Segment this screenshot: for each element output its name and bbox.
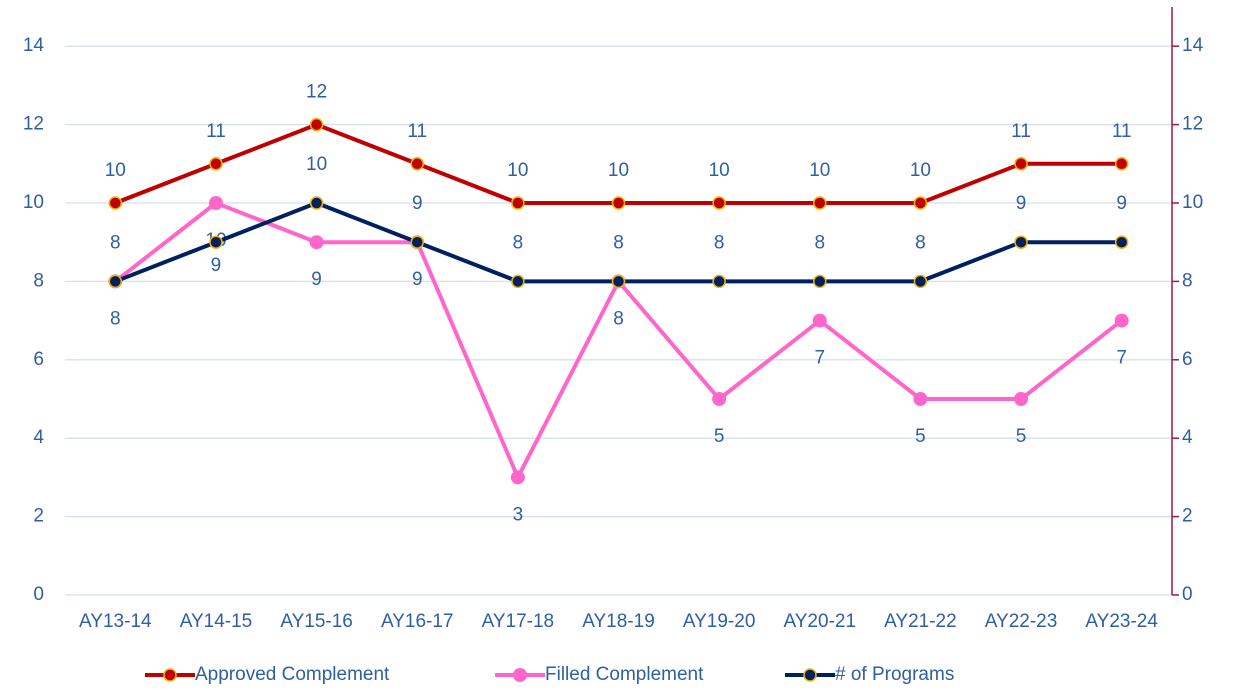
data-label: 11	[407, 121, 427, 142]
marker	[511, 274, 525, 289]
data-label: 9	[1116, 193, 1127, 214]
data-label: 8	[915, 232, 926, 253]
data-label: 8	[814, 232, 825, 253]
data-label: 8	[110, 232, 121, 253]
marker	[712, 392, 727, 406]
x-tick-label: AY19-20	[683, 611, 756, 632]
y-tick-label: 4	[33, 427, 44, 448]
data-label: 5	[915, 426, 926, 447]
x-tick-label: AY17-18	[482, 611, 555, 632]
x-tick-label: AY22-23	[985, 611, 1058, 632]
data-label: 10	[809, 160, 830, 181]
marker	[712, 196, 726, 210]
marker	[108, 274, 123, 289]
data-label: 9	[311, 269, 322, 290]
y2-tick-label: 2	[1182, 506, 1193, 527]
data-label: 10	[507, 160, 528, 181]
y2-tick-label: 6	[1182, 349, 1193, 370]
marker	[309, 235, 324, 250]
y2-tick-label: 4	[1182, 427, 1193, 448]
y-tick-label: 6	[33, 349, 44, 370]
marker	[410, 157, 424, 171]
data-label: 5	[1016, 426, 1027, 447]
data-label: 3	[513, 504, 524, 525]
legend-label: # of Programs	[835, 664, 954, 685]
marker	[209, 157, 223, 171]
marker	[309, 117, 324, 132]
marker	[611, 274, 626, 289]
y2-tick-label: 8	[1182, 270, 1193, 291]
legend-marker	[513, 668, 527, 682]
y-tick-label: 8	[33, 270, 44, 291]
x-tick-label: AY21-22	[884, 611, 957, 632]
data-label: 8	[613, 232, 624, 253]
marker	[611, 196, 626, 210]
data-label: 10	[709, 160, 730, 181]
y2-tick-label: 14	[1182, 35, 1204, 56]
y2-tick-label: 10	[1182, 192, 1203, 213]
legend-label: Approved Complement	[195, 664, 390, 685]
data-label: 11	[1011, 121, 1031, 142]
x-tick-label: AY23-24	[1085, 611, 1158, 632]
marker	[1114, 235, 1129, 249]
legend-marker	[163, 668, 177, 682]
data-label: 9	[412, 269, 423, 290]
x-tick-label: AY20-21	[784, 611, 857, 632]
data-label: 7	[814, 348, 825, 369]
x-tick-label: AY16-17	[381, 611, 454, 632]
marker	[913, 196, 928, 210]
data-label: 8	[513, 232, 524, 253]
data-label: 9	[1016, 193, 1027, 214]
marker	[1014, 235, 1028, 249]
x-tick-label: AY14-15	[180, 611, 253, 632]
marker	[410, 235, 424, 249]
data-label: 8	[714, 232, 725, 253]
marker	[1014, 157, 1028, 171]
data-label: 12	[306, 82, 327, 103]
data-label: 10	[105, 160, 126, 181]
data-label: 8	[110, 308, 121, 329]
data-label: 10	[306, 154, 327, 175]
y-tick-label: 2	[33, 506, 44, 527]
marker	[108, 196, 123, 210]
legend-label: Filled Complement	[545, 664, 704, 685]
y2-tick-label: 12	[1182, 114, 1203, 135]
data-label: 10	[608, 160, 629, 181]
marker	[1114, 157, 1129, 171]
marker	[1014, 392, 1029, 406]
data-label: 7	[1116, 348, 1127, 369]
y-tick-label: 10	[23, 192, 44, 213]
marker	[812, 313, 827, 328]
marker	[510, 470, 525, 485]
marker	[813, 274, 827, 289]
marker	[913, 274, 928, 289]
x-tick-label: AY13-14	[79, 611, 152, 632]
marker	[1114, 313, 1129, 328]
marker	[511, 196, 525, 210]
y2-tick-label: 0	[1182, 584, 1193, 605]
marker	[913, 392, 928, 406]
data-label: 9	[412, 193, 423, 214]
data-label: 11	[206, 121, 226, 142]
marker	[813, 196, 827, 210]
y-tick-label: 12	[23, 114, 44, 135]
x-tick-label: AY15-16	[280, 611, 353, 632]
data-label: 9	[211, 255, 222, 276]
marker	[309, 196, 324, 210]
data-label: 8	[613, 308, 624, 329]
y-tick-label: 0	[33, 584, 44, 605]
data-label: 11	[1112, 121, 1132, 142]
y-tick-label: 14	[23, 35, 45, 56]
marker	[209, 235, 223, 249]
x-tick-label: AY18-19	[582, 611, 655, 632]
data-label: 5	[714, 426, 725, 447]
legend-marker	[803, 668, 817, 682]
marker	[208, 196, 223, 210]
marker	[712, 274, 726, 289]
data-label: 10	[910, 160, 931, 181]
